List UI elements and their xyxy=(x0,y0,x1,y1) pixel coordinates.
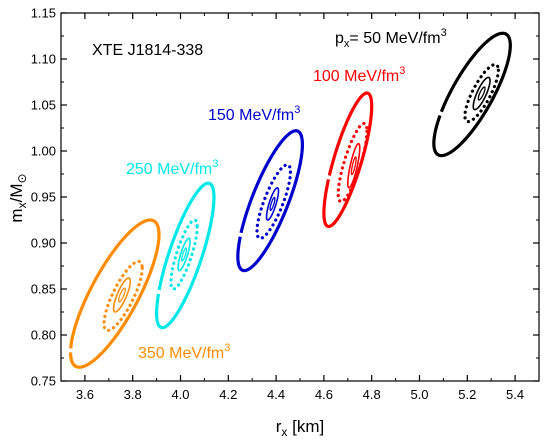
contour-group xyxy=(155,181,216,330)
contour-group xyxy=(236,129,304,273)
contour-dotted xyxy=(463,62,500,124)
y-tick-label: 1.10 xyxy=(31,52,56,67)
x-tick-label: 5.2 xyxy=(458,387,476,402)
contour-core xyxy=(117,287,126,303)
contour-outer xyxy=(155,181,216,330)
contour-inner xyxy=(472,76,491,111)
plot-area xyxy=(60,12,540,382)
series-label-250: 250 MeV/fm3 xyxy=(126,158,218,178)
y-tick-label: 1.00 xyxy=(31,144,56,159)
contour-inner xyxy=(177,237,191,272)
contour-outer xyxy=(68,218,161,369)
contour-core xyxy=(477,86,486,101)
y-tick-label: 0.80 xyxy=(31,328,56,343)
y-tick-label: 1.15 xyxy=(31,6,56,21)
contour-core xyxy=(269,196,276,211)
y-tick-label: 0.85 xyxy=(31,282,56,297)
axis-ticks: 3.6 3.8 4.0 4.2 4.4 4.6 4.8 5.0 5.2 5.4 0.75 0.80 0.… xyxy=(31,6,540,402)
contour-dotted xyxy=(336,121,369,204)
series-label-50: px= 50 MeV/fm3 xyxy=(335,27,447,50)
contour-dotted xyxy=(102,259,144,332)
contour-outer xyxy=(432,31,512,158)
series-label-350: 350 MeV/fm3 xyxy=(138,342,230,362)
contour-inner xyxy=(265,187,280,221)
y-axis-label: mx/M⊙ xyxy=(7,173,29,222)
contour-inner xyxy=(112,277,132,313)
y-tick-label: 0.90 xyxy=(31,236,56,251)
contour-core xyxy=(350,156,357,176)
x-tick-label: 4.0 xyxy=(171,387,189,402)
y-tick-label: 1.05 xyxy=(31,98,56,113)
series-label-100: 100 MeV/fm3 xyxy=(313,65,405,85)
x-tick-label: 5.4 xyxy=(506,387,524,402)
x-tick-label: 3.6 xyxy=(76,387,94,402)
contour-outer xyxy=(322,91,374,229)
y-tick-label: 0.95 xyxy=(31,190,56,205)
x-tick-label: 4.2 xyxy=(219,387,237,402)
contour-group xyxy=(68,218,161,369)
contour-group xyxy=(322,91,374,229)
chart-title: XTE J1814-338 xyxy=(92,42,203,59)
series-label-150: 150 MeV/fm3 xyxy=(208,104,300,124)
contour-group xyxy=(432,31,512,158)
x-tick-label: 4.4 xyxy=(267,387,285,402)
contour-ellipses xyxy=(68,31,512,369)
contour-core xyxy=(181,247,188,262)
x-axis-label: rx [km] xyxy=(276,417,325,439)
x-tick-label: 4.8 xyxy=(363,387,381,402)
contour-inner xyxy=(347,142,361,189)
x-tick-label: 3.8 xyxy=(124,387,142,402)
contour-dotted xyxy=(169,218,199,291)
x-tick-label: 4.6 xyxy=(315,387,333,402)
y-tick-label: 0.75 xyxy=(31,374,56,389)
contour-dotted xyxy=(255,163,293,240)
x-tick-label: 5.0 xyxy=(410,387,428,402)
contour-outer xyxy=(236,129,304,273)
